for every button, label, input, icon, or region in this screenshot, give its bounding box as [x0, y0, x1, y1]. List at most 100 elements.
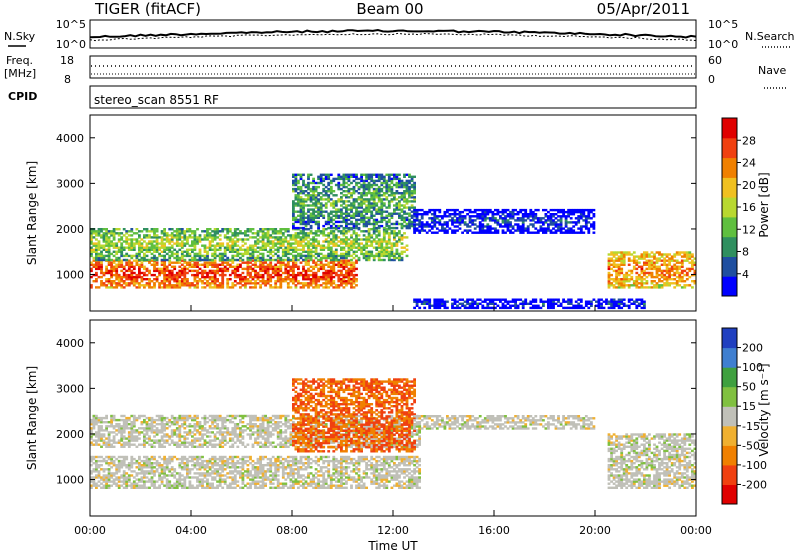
power-cell-2-2623	[345, 226, 348, 230]
power-cell-4-3777	[481, 300, 485, 303]
power-cell-0-31	[100, 280, 103, 283]
power-cell-1-2209	[387, 240, 391, 243]
power-cell-3-3402	[501, 208, 505, 212]
power-cell-1-1395	[191, 256, 194, 260]
power-cell-3-3480	[526, 225, 530, 228]
power-cell-0-430	[208, 261, 212, 264]
power-cell-1-2247	[398, 254, 401, 258]
power-cell-0-616	[261, 267, 265, 271]
power-cell-0-941	[347, 271, 351, 275]
power-cell-4-3918	[597, 304, 601, 307]
power-cell-5-4355	[688, 269, 692, 273]
power-cell-1-1901	[312, 242, 315, 245]
power-cell-1-1315	[170, 240, 174, 243]
power-cell-1-2151	[375, 236, 379, 239]
power-cell-3-3303	[471, 219, 475, 222]
power-cell-3-3565	[554, 208, 558, 212]
power-cell-3-3373	[494, 231, 497, 234]
power-cell-4-3890	[569, 298, 573, 301]
power-cell-5-4058	[620, 261, 624, 264]
power-cell-3-3236	[446, 208, 449, 212]
power-cell-0-821	[317, 267, 320, 271]
power-cell-2-3034	[400, 185, 404, 189]
power-cell-2-2425	[312, 198, 315, 201]
power-cell-1-1335	[175, 240, 179, 243]
power-cell-2-2381	[307, 220, 310, 224]
velocity-cell-0-195	[135, 459, 139, 463]
velocity-cell-0-483	[206, 472, 209, 475]
power-cell-1-1636	[251, 248, 255, 251]
power-cell-3-3592	[564, 229, 568, 232]
power-cell-0-210	[148, 269, 151, 273]
power-cell-4-3979	[643, 306, 646, 310]
power-cell-5-4052	[620, 280, 624, 283]
power-cell-2-2319	[297, 194, 300, 197]
power-cell-5-3999	[610, 282, 613, 285]
power-cell-0-13	[95, 280, 98, 283]
velocity-cell-0-317	[165, 480, 169, 483]
velocity-cell-0-26	[95, 470, 98, 473]
power-cell-1-1018	[97, 244, 101, 247]
power-cell-1-1868	[304, 238, 308, 241]
power-cell-3-3162	[420, 221, 424, 224]
power-cell-3-3608	[569, 231, 573, 234]
power-cell-2-2804	[367, 185, 371, 189]
power-cell-2-2573	[334, 177, 338, 181]
velocity-cell-0-486	[206, 464, 209, 467]
power-cell-0-277	[168, 282, 172, 285]
power-cell-1-1360	[180, 240, 184, 243]
velocity-cell-0-160	[127, 480, 131, 483]
power-cell-3-3204	[435, 221, 439, 224]
power-cell-1-1223	[148, 234, 151, 237]
power-cell-3-3233	[446, 221, 449, 224]
power-cell-1-1610	[244, 232, 247, 235]
velocity-cell-0-207	[140, 486, 144, 489]
power-cell-1-1619	[246, 234, 250, 237]
power-cell-0-836	[322, 273, 326, 277]
power-cell-1-1446	[203, 246, 207, 249]
velocity-cell-0-346	[173, 486, 177, 489]
power-cell-4-3845	[534, 300, 538, 303]
power-cell-4-3897	[577, 304, 581, 307]
power-cell-1-1555	[231, 256, 235, 260]
power-cell-1-2042	[347, 246, 351, 249]
power-cell-5-4270	[668, 273, 671, 277]
power-cell-2-3111	[410, 177, 414, 181]
power-cell-2-2819	[370, 196, 374, 199]
power-cell-3-3522	[542, 221, 545, 224]
power-cell-0-657	[274, 282, 278, 285]
power-cell-3-3674	[590, 208, 593, 212]
velocity-cell-0-72	[107, 486, 111, 489]
power-cell-1-2128	[370, 252, 374, 256]
power-cell-3-3573	[557, 208, 560, 212]
cpid-panel-frame	[89, 85, 697, 109]
velocity-cell-0-231	[145, 486, 149, 489]
power-cell-3-3523	[542, 217, 545, 220]
power-cell-1-1994	[334, 242, 338, 245]
power-cell-1-1823	[294, 236, 298, 239]
power-cell-2-2927	[385, 206, 389, 209]
power-cell-0-142	[130, 282, 134, 285]
power-cell-1-1588	[236, 228, 240, 231]
power-cell-1-1747	[276, 232, 280, 235]
power-cell-0-328	[180, 278, 184, 281]
power-cell-0-887	[334, 284, 338, 287]
power-cell-4-3718	[438, 306, 442, 310]
power-cell-1-2040	[347, 250, 351, 253]
power-cell-1-1830	[297, 248, 300, 251]
power-cell-2-2894	[380, 206, 384, 209]
velocity-cell-0-5	[90, 472, 93, 475]
power-cell-1-1746	[276, 236, 280, 239]
velocity-cell-0-480	[206, 480, 209, 483]
power-cell-1-1418	[196, 258, 199, 262]
power-cell-5-4005	[610, 257, 613, 260]
power-cell-4-3742	[456, 304, 459, 307]
power-cell-0-614	[261, 273, 265, 277]
power-cell-3-3524	[542, 208, 545, 212]
power-cell-1-1399	[191, 242, 194, 245]
power-cell-0-154	[132, 280, 136, 283]
power-cell-3-3596	[564, 219, 568, 222]
power-cell-0-336	[183, 282, 187, 285]
velocity-cell-0-182	[132, 480, 136, 483]
power-cell-1-1456	[206, 250, 209, 253]
